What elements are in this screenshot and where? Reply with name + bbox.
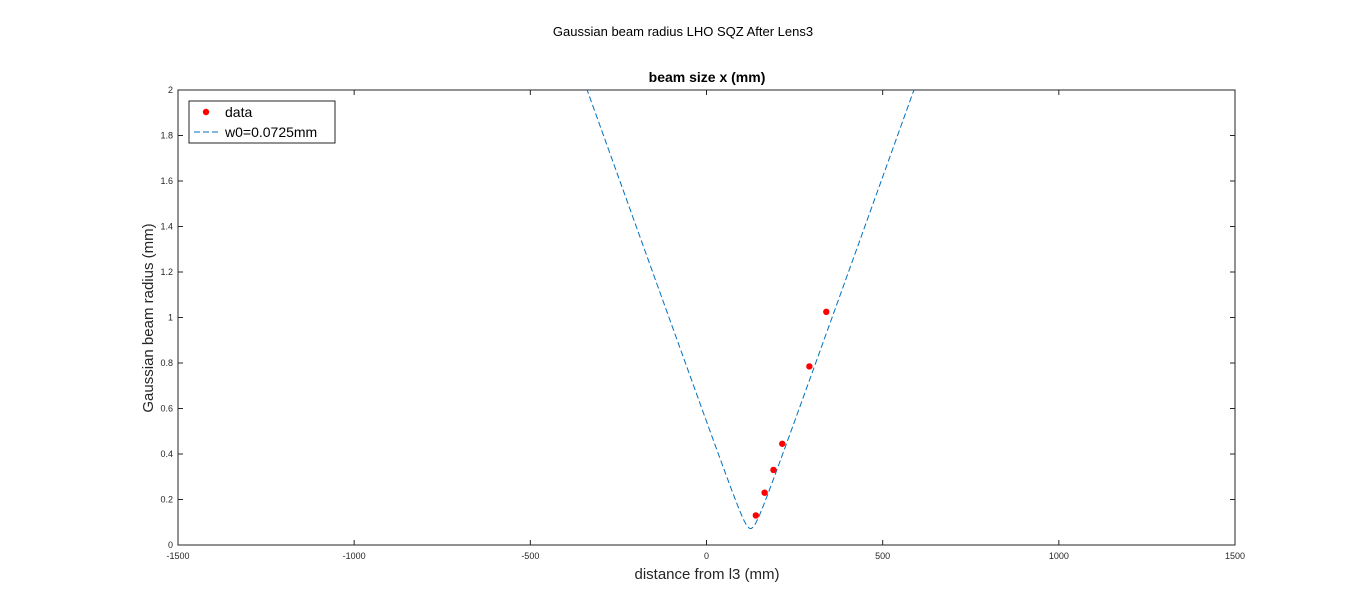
- x-tick-label: 0: [704, 551, 709, 561]
- x-tick-label: 500: [875, 551, 890, 561]
- y-tick-label: 0.8: [160, 358, 173, 368]
- y-tick-label: 1.4: [160, 222, 173, 232]
- x-tick-label: -1000: [343, 551, 366, 561]
- x-axis-label: distance from l3 (mm): [634, 566, 779, 583]
- data-point: [752, 512, 760, 519]
- y-tick-label: 0: [168, 540, 173, 550]
- data-point: [761, 489, 768, 496]
- y-tick-labels: 0 0.2 0.4 0.6 0.8 1 1.2 1.4 1.6 1.8 2: [160, 85, 173, 550]
- y-tick-label: 1.2: [160, 267, 173, 277]
- x-tick-label: 1000: [1049, 551, 1069, 561]
- x-tick-label: 1500: [1225, 551, 1245, 561]
- legend-label-data: data: [225, 104, 252, 120]
- figure-suptitle: Gaussian beam radius LHO SQZ After Lens3: [553, 24, 813, 39]
- y-tick-label: 1.8: [160, 131, 173, 141]
- y-axis-label: Gaussian beam radius (mm): [140, 223, 157, 412]
- y-tick-label: 1.6: [160, 176, 173, 186]
- data-point: [823, 308, 830, 316]
- chart-title: beam size x (mm): [649, 69, 766, 85]
- x-tick-label: -500: [521, 551, 539, 561]
- y-tick-label: 2: [168, 85, 173, 95]
- plot-area: [177, 89, 1236, 546]
- data-point: [779, 440, 786, 447]
- x-tick-labels: -1500 -1000 -500 0 500 1000 1500: [166, 551, 1245, 561]
- axis-ticks: [177, 89, 1236, 546]
- y-tick-label: 0.4: [160, 449, 173, 459]
- x-tick-label: -1500: [166, 551, 189, 561]
- y-tick-label: 0.6: [160, 404, 173, 414]
- data-series: [752, 308, 830, 519]
- y-tick-label: 1: [168, 313, 173, 323]
- data-point: [806, 363, 813, 370]
- fit-series: [586, 90, 915, 529]
- legend-label-fit: w0=0.0725mm: [224, 124, 317, 140]
- y-tick-label: 0.2: [160, 495, 173, 505]
- data-point: [770, 466, 777, 474]
- legend-marker-data: [202, 108, 210, 116]
- legend: data w0=0.0725mm: [188, 100, 336, 144]
- fit-curve: [586, 90, 915, 529]
- legend-box: [188, 100, 336, 144]
